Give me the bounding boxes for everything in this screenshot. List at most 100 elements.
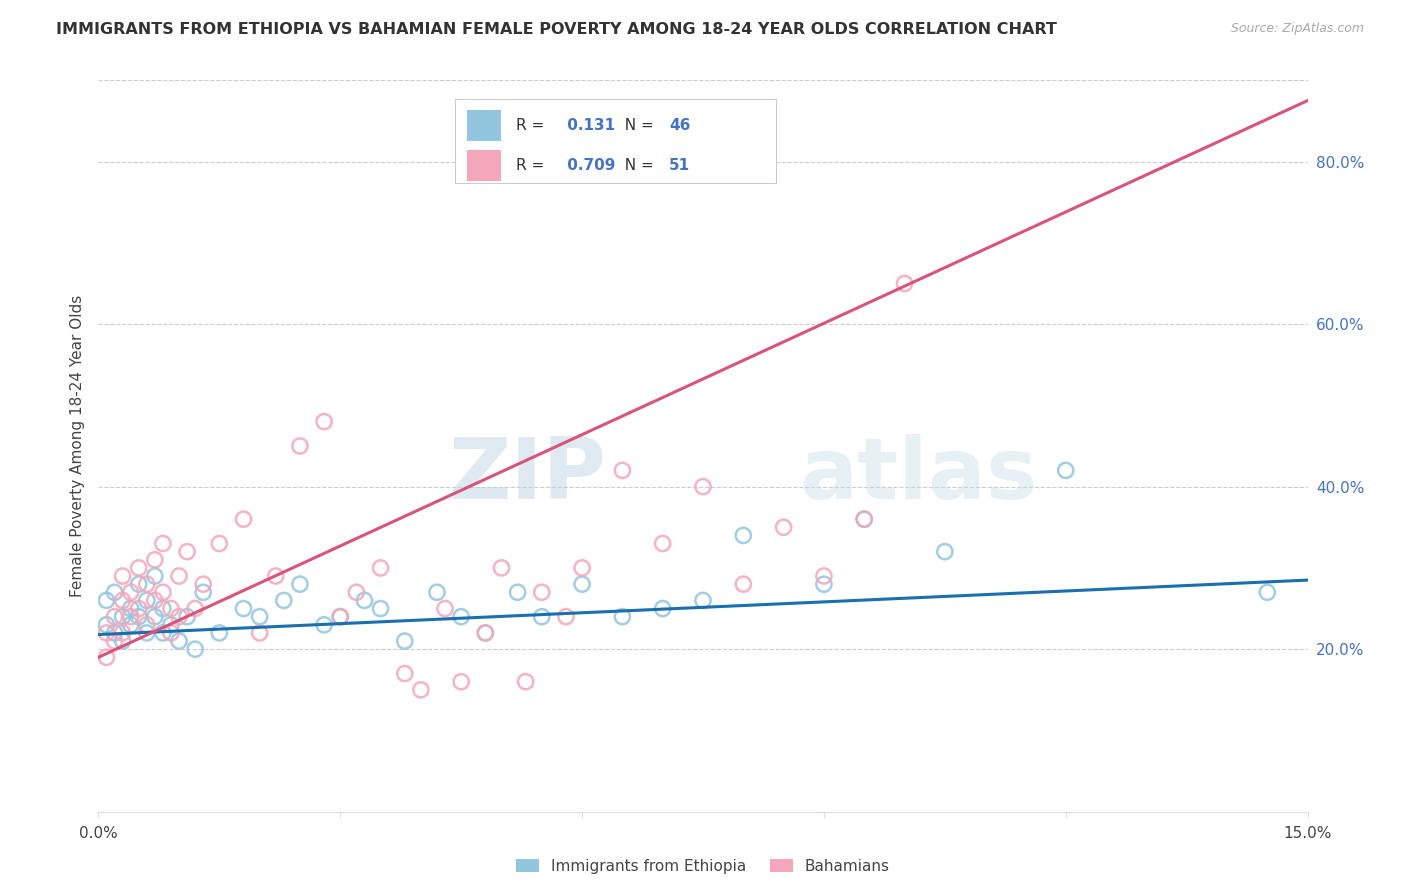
Point [193,585,215,599]
Point [288,439,311,453]
Point [103,609,125,624]
Point [1054,463,1077,477]
Text: atlas: atlas [800,434,1038,516]
Text: N =: N = [614,118,658,133]
Point [530,609,553,624]
Point [152,601,174,615]
Point [394,666,416,681]
Point [474,626,496,640]
Point [370,561,392,575]
Text: Source: ZipAtlas.com: Source: ZipAtlas.com [1230,22,1364,36]
Point [120,609,142,624]
Point [103,634,125,648]
Point [853,512,876,526]
Point [167,569,190,583]
Point [434,601,457,615]
Point [232,601,254,615]
Point [530,585,553,599]
Point [135,577,157,591]
Point [571,561,593,575]
Point [160,601,183,615]
Point [96,593,118,607]
Text: N =: N = [614,159,658,173]
Point [934,544,956,558]
Point [853,512,876,526]
Point [135,617,157,632]
Point [103,626,125,640]
Point [176,609,198,624]
Point [506,585,529,599]
Point [120,601,142,615]
Point [813,577,835,591]
Point [184,601,207,615]
Point [143,553,166,567]
Point [344,585,367,599]
Point [612,463,634,477]
Point [733,577,755,591]
Point [96,626,118,640]
Point [193,577,215,591]
Point [111,626,134,640]
Point [208,626,231,640]
Text: 46: 46 [669,118,690,133]
Point [249,626,271,640]
Point [184,642,207,657]
Y-axis label: Female Poverty Among 18-24 Year Olds: Female Poverty Among 18-24 Year Olds [69,295,84,597]
Bar [467,151,501,181]
Point [160,626,183,640]
Bar [467,111,501,141]
Point [692,480,714,494]
Text: R =: R = [516,118,548,133]
Point [176,544,198,558]
Point [314,617,336,632]
Point [426,585,449,599]
Point [111,609,134,624]
Point [813,569,835,583]
Point [249,609,271,624]
Point [491,561,513,575]
Point [128,609,150,624]
Text: ZIP: ZIP [449,434,606,516]
Point [314,415,336,429]
Legend: Immigrants from Ethiopia, Bahamians: Immigrants from Ethiopia, Bahamians [510,853,896,880]
Point [651,601,673,615]
Point [394,634,416,648]
Point [232,512,254,526]
Text: 0.131: 0.131 [561,118,614,133]
Point [160,617,183,632]
Point [111,569,134,583]
Point [733,528,755,542]
Point [353,593,375,607]
Point [772,520,794,534]
Point [143,609,166,624]
Point [143,569,166,583]
Point [288,577,311,591]
FancyBboxPatch shape [456,99,776,183]
Point [128,561,150,575]
Point [152,585,174,599]
Point [96,650,118,665]
Point [450,674,472,689]
Point [111,634,134,648]
Text: IMMIGRANTS FROM ETHIOPIA VS BAHAMIAN FEMALE POVERTY AMONG 18-24 YEAR OLDS CORREL: IMMIGRANTS FROM ETHIOPIA VS BAHAMIAN FEM… [56,22,1057,37]
Point [450,609,472,624]
Point [409,682,432,697]
Point [120,585,142,599]
Point [167,634,190,648]
Point [152,626,174,640]
Point [103,585,125,599]
Point [555,609,578,624]
Point [135,626,157,640]
Point [329,609,352,624]
Text: 51: 51 [669,159,690,173]
Point [651,536,673,550]
Text: R =: R = [516,159,548,173]
Point [692,593,714,607]
Point [208,536,231,550]
Point [893,277,915,291]
Point [515,674,537,689]
Point [135,593,157,607]
Point [612,609,634,624]
Point [128,601,150,615]
Point [143,593,166,607]
